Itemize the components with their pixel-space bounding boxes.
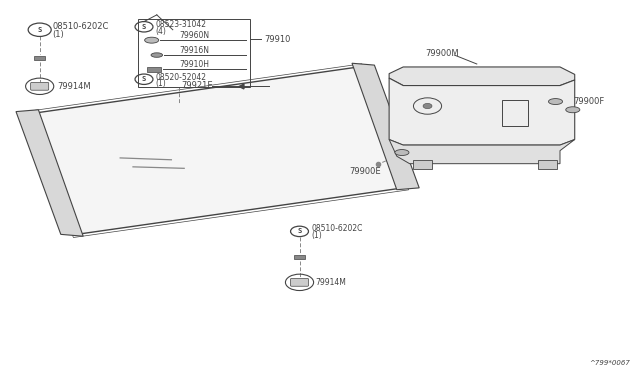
Ellipse shape — [548, 99, 563, 105]
Text: S: S — [142, 76, 146, 82]
Ellipse shape — [566, 107, 580, 113]
FancyBboxPatch shape — [31, 83, 49, 90]
Text: 08523-31042: 08523-31042 — [156, 20, 207, 29]
Text: (4): (4) — [156, 27, 166, 36]
Ellipse shape — [145, 37, 159, 43]
Polygon shape — [16, 110, 83, 236]
Polygon shape — [389, 78, 575, 145]
Polygon shape — [389, 140, 575, 164]
Text: 79900F: 79900F — [573, 97, 604, 106]
Bar — [147, 67, 161, 72]
Bar — [138, 19, 250, 87]
Ellipse shape — [395, 150, 409, 155]
Bar — [34, 56, 45, 60]
Text: 79914M: 79914M — [316, 278, 346, 287]
Text: 08520-52042: 08520-52042 — [156, 73, 207, 82]
Text: (1): (1) — [311, 231, 322, 240]
FancyBboxPatch shape — [291, 279, 308, 286]
Text: S: S — [142, 24, 146, 30]
Bar — [294, 255, 305, 259]
Text: (1): (1) — [156, 79, 166, 88]
Text: 79900M: 79900M — [426, 49, 460, 58]
Ellipse shape — [151, 53, 163, 57]
Text: 79960N: 79960N — [179, 31, 209, 40]
Text: 08510-6202C: 08510-6202C — [52, 22, 109, 31]
Text: 08510-6202C: 08510-6202C — [311, 224, 362, 233]
Text: 79916N: 79916N — [179, 46, 209, 55]
Text: 79900E: 79900E — [349, 167, 380, 176]
Text: ^799*0067: ^799*0067 — [589, 360, 630, 366]
FancyBboxPatch shape — [538, 160, 557, 169]
Circle shape — [423, 103, 432, 109]
FancyBboxPatch shape — [413, 160, 432, 169]
Polygon shape — [32, 67, 403, 234]
Text: 79910H: 79910H — [179, 60, 209, 69]
Text: (1): (1) — [52, 30, 64, 39]
Text: S: S — [38, 27, 42, 33]
Polygon shape — [389, 67, 575, 86]
Text: 79921E: 79921E — [181, 81, 212, 90]
Text: S: S — [298, 228, 301, 234]
Text: 79914M: 79914M — [58, 82, 92, 91]
Bar — [502, 100, 528, 126]
Polygon shape — [352, 63, 419, 190]
Text: 79910: 79910 — [264, 35, 291, 44]
